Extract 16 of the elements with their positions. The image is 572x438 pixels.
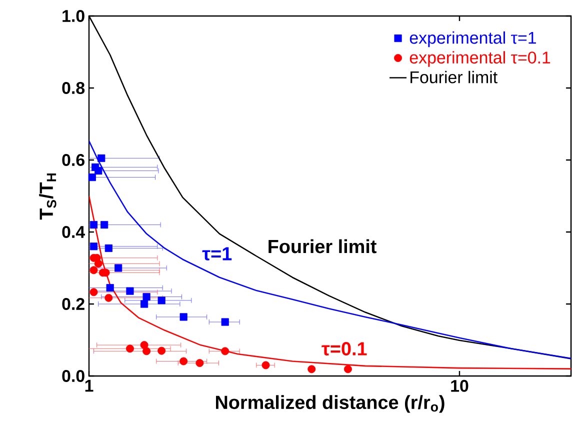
y-axis-title: T$_{S}$/T$_{H}$ <box>39 174 56 220</box>
legend-label: experimental τ=0.1 <box>410 51 550 67</box>
y-tick-label: 0.0 <box>62 370 84 382</box>
legend-label: experimental τ=1 <box>410 31 536 48</box>
y-tick-label: 0.6 <box>62 154 84 166</box>
x-axis-title: Normalized distance (r/r$_{o}$) <box>216 395 444 413</box>
annotation: τ=0.1 <box>322 342 367 356</box>
y-tick-label: 0.2 <box>62 298 84 310</box>
legend-label: Fourier limit <box>410 70 498 84</box>
annotation: τ=1 <box>202 247 232 260</box>
y-tick-label: 1.0 <box>62 10 84 22</box>
x-tick-label: 10 <box>451 380 468 392</box>
y-tick-label: 0.4 <box>62 226 85 238</box>
x-tick-label: 1 <box>85 380 94 392</box>
y-tick-label: 0.8 <box>62 82 85 94</box>
annotation: Fourier limit <box>268 239 376 254</box>
